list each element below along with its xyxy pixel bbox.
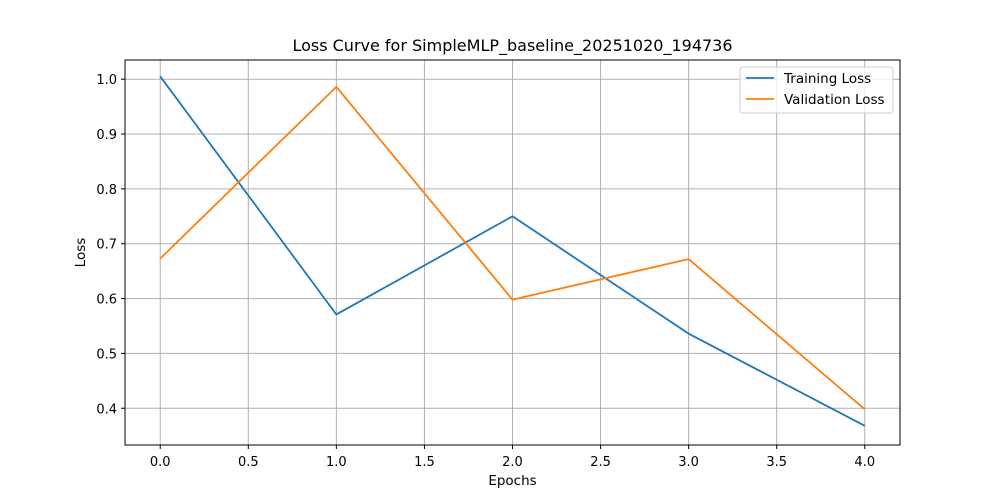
x-axis-ticks: 0.0 0.5 1.0 1.5 2.0 2.5 3.0 3.5 4.0 bbox=[150, 445, 875, 470]
x-tick-label: 3.5 bbox=[766, 455, 787, 470]
x-tick-label: 2.0 bbox=[502, 455, 523, 470]
chart-title: Loss Curve for SimpleMLP_baseline_202510… bbox=[292, 36, 732, 56]
x-tick-label: 2.5 bbox=[590, 455, 611, 470]
x-tick-label: 0.0 bbox=[150, 455, 171, 470]
y-tick-label: 0.7 bbox=[96, 238, 117, 253]
legend: Training Loss Validation Loss bbox=[739, 66, 894, 114]
y-tick-label: 1.0 bbox=[96, 73, 117, 88]
x-axis-label: Epochs bbox=[488, 473, 536, 489]
series-layer bbox=[159, 75, 866, 427]
grid bbox=[125, 60, 900, 445]
y-tick-label: 0.8 bbox=[96, 183, 117, 198]
y-tick-label: 0.5 bbox=[96, 347, 117, 362]
y-axis-label: Loss bbox=[73, 238, 89, 268]
series-line-validation-loss bbox=[159, 85, 866, 411]
x-tick-label: 4.0 bbox=[854, 455, 875, 470]
legend-box bbox=[739, 66, 894, 114]
x-tick-label: 3.0 bbox=[678, 455, 699, 470]
x-tick-label: 1.0 bbox=[326, 455, 347, 470]
series-line-training-loss bbox=[159, 75, 866, 427]
legend-label-validation-loss: Validation Loss bbox=[784, 92, 885, 108]
y-axis-ticks: 0.4 0.5 0.6 0.7 0.8 0.9 1.0 bbox=[96, 73, 125, 417]
y-tick-label: 0.6 bbox=[96, 293, 117, 308]
y-tick-label: 0.9 bbox=[96, 128, 117, 143]
x-tick-label: 0.5 bbox=[238, 455, 259, 470]
x-tick-label: 1.5 bbox=[414, 455, 435, 470]
y-tick-label: 0.4 bbox=[96, 402, 117, 417]
legend-label-training-loss: Training Loss bbox=[783, 71, 871, 87]
